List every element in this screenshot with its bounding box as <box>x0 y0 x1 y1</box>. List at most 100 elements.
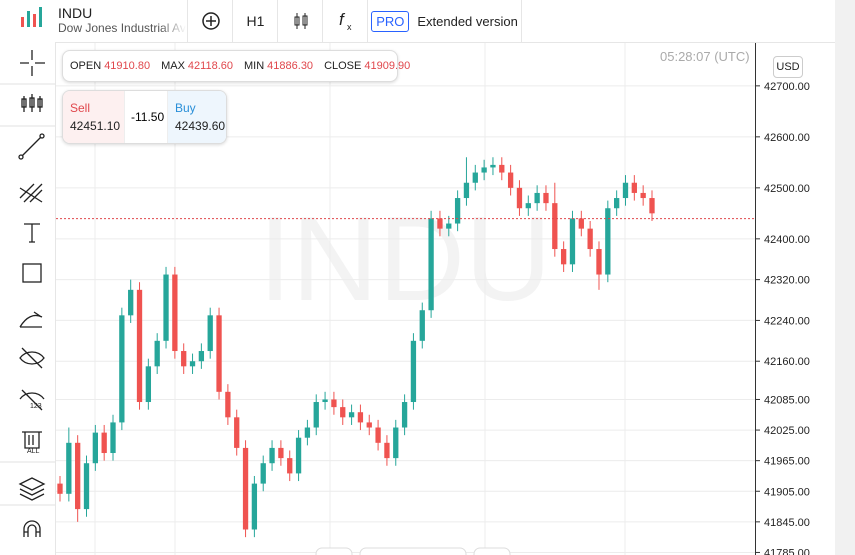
brush-tool[interactable] <box>19 311 43 328</box>
crosshair-tool[interactable] <box>20 50 45 76</box>
candle-body <box>649 198 655 214</box>
add-button[interactable] <box>187 0 233 42</box>
min-label: MIN <box>244 60 265 72</box>
candle-body <box>507 172 514 188</box>
candle-body <box>366 422 372 428</box>
symbol-name: Dow Jones Industrial Ave <box>58 21 186 35</box>
symbol[interactable]: INDU <box>58 5 93 21</box>
open-label: OPEN <box>70 60 102 72</box>
candle-body <box>128 289 134 316</box>
candle-body <box>269 447 275 464</box>
candle-body <box>384 442 390 459</box>
candle-body <box>101 432 107 454</box>
candle-body <box>278 447 284 459</box>
candle-body <box>163 274 169 341</box>
svg-text:ALL: ALL <box>27 448 40 455</box>
candle-body <box>331 399 337 408</box>
y-tick-label: 42320.00 <box>764 275 810 287</box>
candle-body <box>472 172 478 183</box>
text-tool[interactable] <box>24 223 40 243</box>
open-value: 41910.80 <box>104 60 151 72</box>
bottom-control <box>359 547 467 555</box>
buy-label: Buy <box>175 101 196 115</box>
candle-body <box>207 315 213 352</box>
candle-body <box>543 192 549 204</box>
fib-tool[interactable] <box>19 183 43 203</box>
clock: 05:28:07 (UTC) <box>660 49 750 64</box>
candle-body <box>534 192 540 204</box>
close-value: 41909.90 <box>364 60 411 72</box>
ohlc-legend: OPEN 41910.80 MAX 42118.60 MIN 41886.30 CLO… <box>62 50 410 82</box>
extended-label: Extended version <box>417 13 518 29</box>
candle-body <box>136 289 143 403</box>
y-tick-label: 42240.00 <box>764 315 810 327</box>
max-label: MAX <box>161 60 185 72</box>
candle-body <box>251 483 258 530</box>
candles-tool[interactable] <box>21 94 43 112</box>
candle-body <box>393 427 399 459</box>
candle-body <box>605 208 611 275</box>
candle-body <box>242 447 249 530</box>
candle-body <box>83 463 90 510</box>
candle-body <box>560 249 567 265</box>
line-tool[interactable] <box>18 133 45 160</box>
candle-body <box>587 228 593 250</box>
candle-body <box>631 182 637 193</box>
candle-body <box>499 164 505 173</box>
pro-badge: PRO <box>371 10 410 32</box>
candle-body <box>322 399 328 403</box>
buy-price: 42439.60 <box>175 119 226 133</box>
candle-body <box>437 218 443 229</box>
candle-body <box>375 427 381 443</box>
candle-body <box>446 223 452 229</box>
candle-body <box>295 437 302 474</box>
y-tick-label: 41845.00 <box>764 517 810 529</box>
candle-body <box>640 192 646 199</box>
hide-tool[interactable] <box>19 347 45 369</box>
candle-body <box>287 458 293 474</box>
bottom-control <box>315 547 353 555</box>
close-label: CLOSE <box>324 60 362 72</box>
candle-body <box>154 340 160 367</box>
y-tick-label: 41965.00 <box>764 456 810 468</box>
candle-body <box>401 402 408 428</box>
sell-button[interactable]: Sell 42451.10 <box>63 91 124 143</box>
y-tick-label: 42500.00 <box>764 183 810 195</box>
candle-body <box>410 340 417 403</box>
hide-labels-tool[interactable]: 123 <box>19 389 45 411</box>
candle-body <box>260 463 266 484</box>
shape-tool[interactable] <box>22 263 42 283</box>
currency-button[interactable]: USD <box>773 56 803 78</box>
candle-body <box>578 218 584 229</box>
candle-body <box>596 249 602 275</box>
candle-body <box>357 412 364 423</box>
bottom-control <box>473 547 511 555</box>
max-value: 42118.60 <box>187 60 233 72</box>
candle-body <box>614 198 620 209</box>
candle-body <box>490 164 496 168</box>
drawing-toolbar: 123 ALL <box>0 42 56 555</box>
buy-button[interactable]: Buy 42439.60 <box>168 91 226 143</box>
svg-text:123: 123 <box>30 403 42 410</box>
candle-body <box>198 351 205 362</box>
spread-value: -11.50 <box>131 110 165 124</box>
interval-button[interactable]: H1 <box>232 0 278 42</box>
logo <box>21 7 42 27</box>
layers-tool[interactable] <box>18 477 46 501</box>
candle-body <box>348 412 355 418</box>
candle-body <box>516 187 523 209</box>
candle-body <box>313 402 319 428</box>
delete-all-tool[interactable]: ALL <box>22 431 42 455</box>
candle-body <box>234 417 240 448</box>
candle-body <box>110 422 116 454</box>
chart-type-button[interactable] <box>277 0 323 42</box>
candle-body <box>419 310 425 341</box>
extended-version-button[interactable]: PRO Extended version <box>367 0 522 42</box>
watermark: INDU <box>258 192 551 326</box>
candle-body <box>463 182 470 199</box>
interval: H1 <box>246 13 265 29</box>
candle-body <box>172 274 178 352</box>
magnet-tool[interactable] <box>23 520 41 537</box>
